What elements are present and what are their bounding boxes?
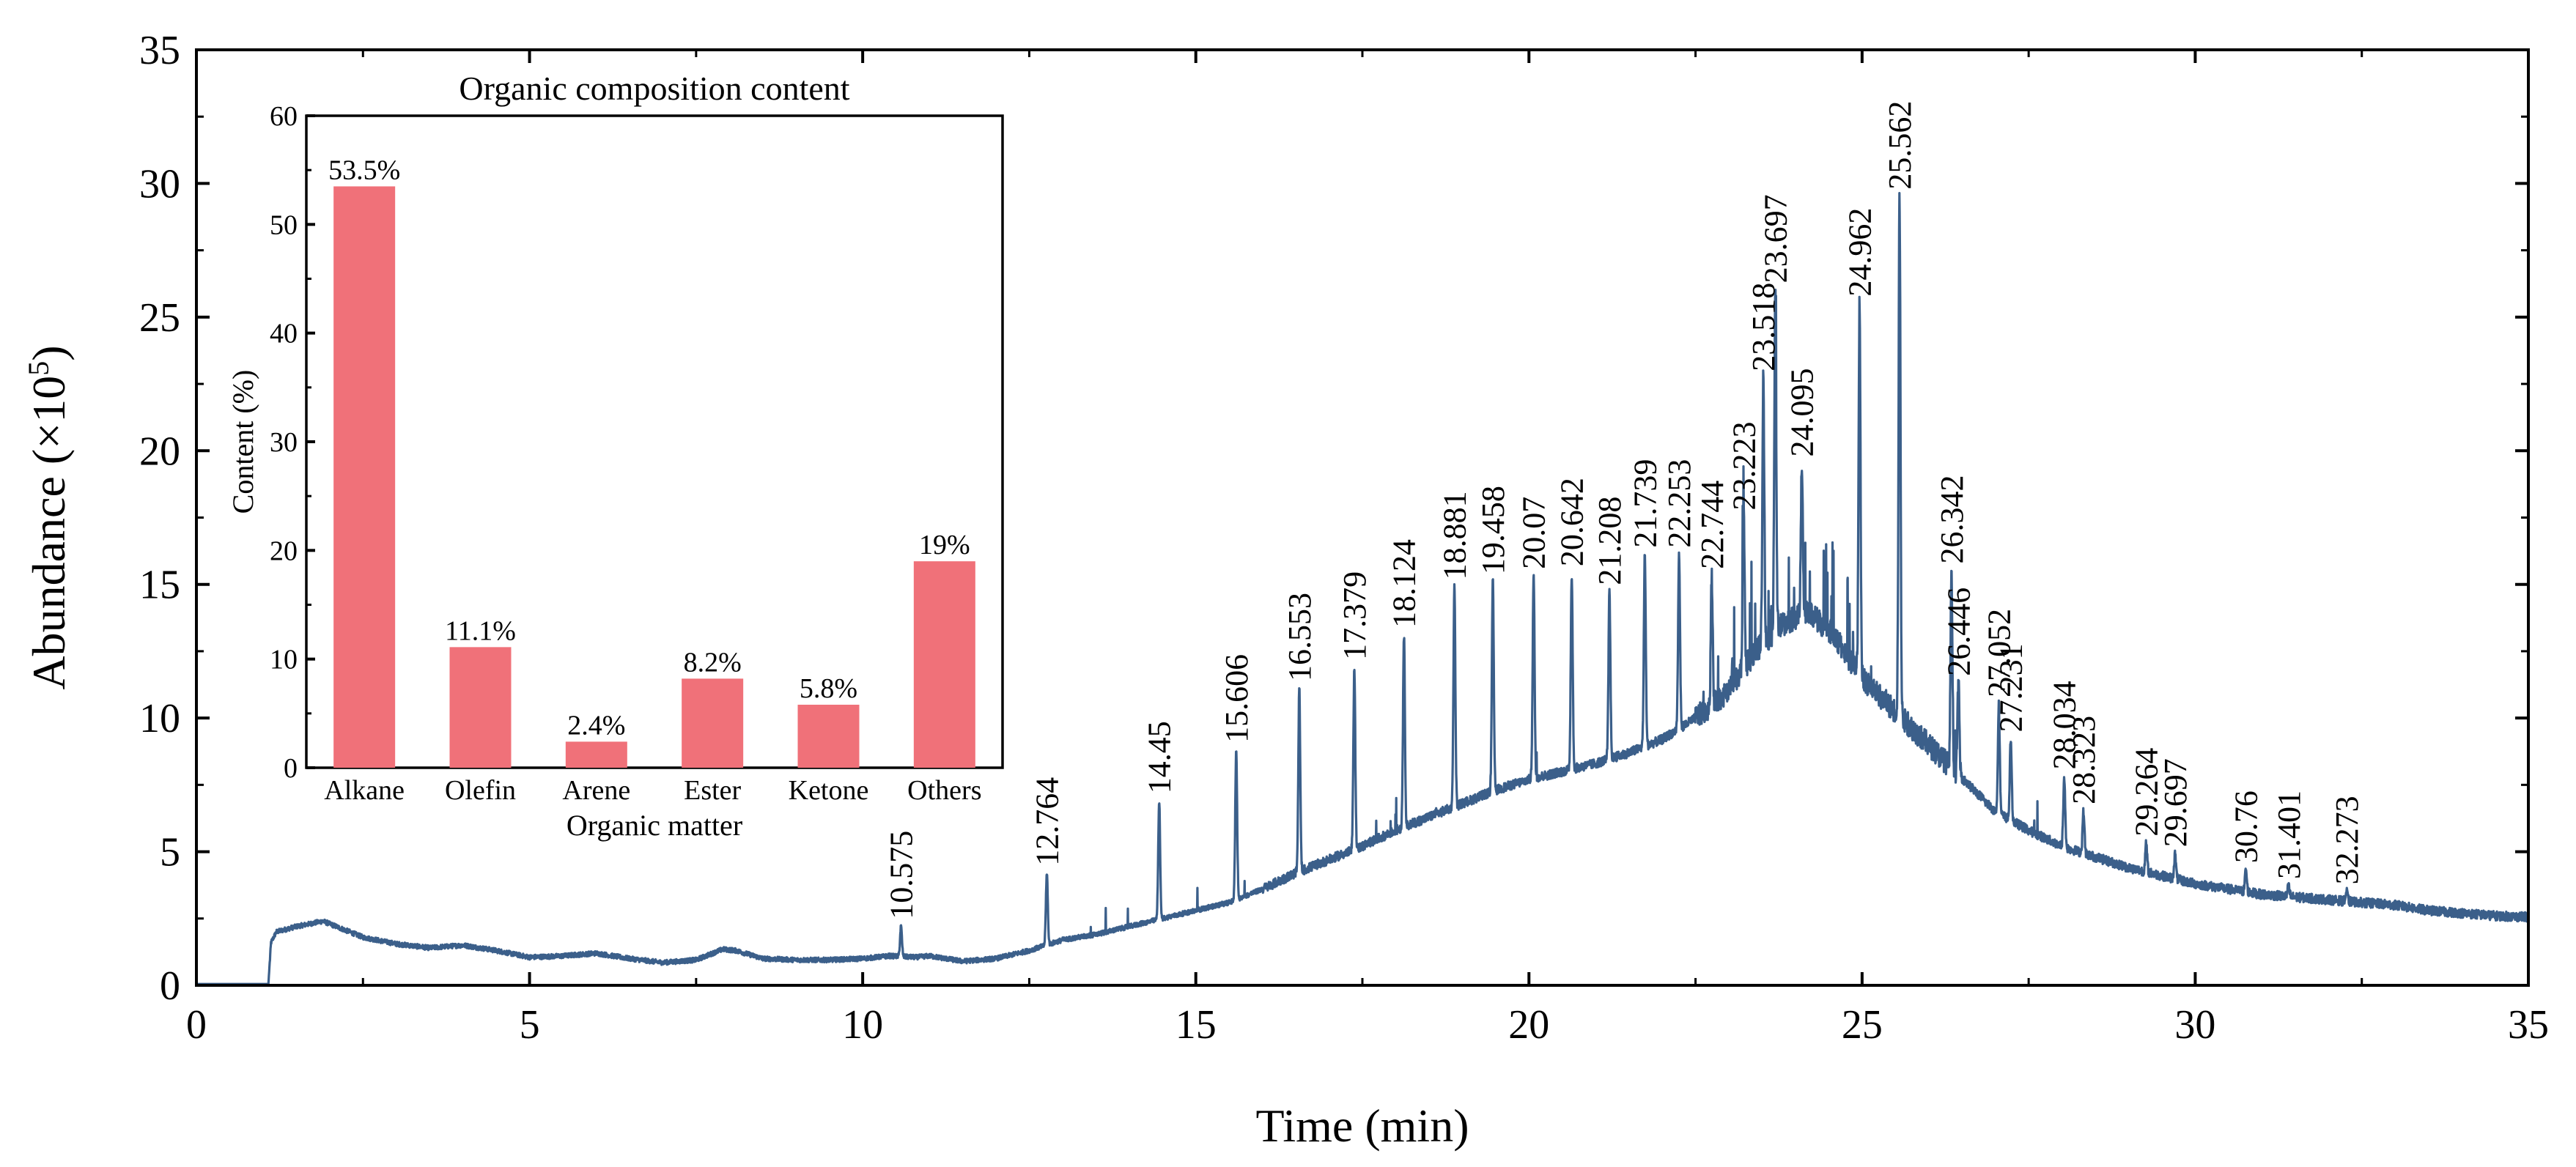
inset-category-label: Ester	[684, 775, 741, 806]
inset-category-label: Olefin	[445, 775, 516, 806]
inset-category-label: Ketone	[789, 775, 869, 806]
inset-category-label: Arene	[562, 775, 630, 806]
peak-label: 16.553	[1282, 593, 1318, 681]
main-y-axis-title-close: )	[23, 345, 75, 360]
y-tick-label: 10	[139, 696, 180, 741]
bar-olefin	[449, 647, 512, 768]
peak-label: 30.76	[2229, 790, 2265, 863]
main-y-axis-title: Abundance (×105)	[22, 345, 75, 689]
inset-y-tick-label: 40	[270, 319, 298, 349]
inset-y-tick-label: 10	[270, 645, 298, 675]
inset-category-label: Alkane	[324, 775, 405, 806]
peak-label: 17.379	[1337, 571, 1373, 660]
inset-bars: 53.5% Alkane 11.1% Olefin 2.4% Arene 8.2% Ester…	[324, 155, 981, 806]
bar-value-label: 11.1%	[445, 615, 516, 646]
x-tick-label: 15	[1176, 1002, 1217, 1048]
peak-label: 18.124	[1387, 539, 1422, 628]
inset-title: Organic composition content	[459, 70, 849, 107]
peak-label: 23.518	[1746, 283, 1782, 371]
inset-y-tick-label: 60	[270, 101, 298, 132]
peak-labels: 10.575 12.764 14.45 15.606 16.553 17.379 18.12…	[883, 101, 2365, 919]
inset-y-tick-label: 50	[270, 210, 298, 240]
y-tick-label: 0	[160, 963, 180, 1009]
peak-label: 21.208	[1592, 497, 1628, 585]
inset-bar-chart: 0 10 20 30 40 50 60 53.5% Alkane 11.1% Olefin 2.4%…	[226, 70, 1004, 842]
inset-category-label: Others	[907, 775, 981, 806]
peak-label: 24.962	[1842, 208, 1878, 297]
peak-label: 25.562	[1882, 101, 1918, 190]
y-tick-label: 15	[139, 563, 180, 608]
y-tick-label: 5	[160, 830, 180, 875]
peak-label: 26.446	[1941, 588, 1977, 676]
main-y-axis-title-superscript: 5	[22, 361, 55, 376]
peak-label: 20.07	[1516, 497, 1552, 569]
peak-label: 29.697	[2158, 758, 2193, 847]
y-tick-label: 30	[139, 161, 180, 207]
main-plot-frame	[195, 48, 2530, 987]
peak-label: 14.45	[1142, 721, 1178, 793]
peak-label: 10.575	[883, 831, 919, 919]
x-tick-label: 20	[1508, 1002, 1549, 1048]
y-tick-label: 20	[139, 429, 180, 474]
x-tick-label: 0	[186, 1002, 207, 1048]
inset-y-tick-label: 20	[270, 536, 298, 566]
x-tick-label: 25	[1842, 1002, 1883, 1048]
bar-value-label: 53.5%	[328, 155, 400, 185]
x-tick-label: 30	[2174, 1002, 2215, 1048]
peak-label: 12.764	[1029, 777, 1065, 866]
bar-value-label: 5.8%	[800, 673, 857, 704]
x-tick-label: 5	[520, 1002, 540, 1048]
bar-value-label: 19%	[919, 530, 970, 560]
inset-y-tick-label: 30	[270, 427, 298, 458]
peak-label: 28.034	[2047, 681, 2083, 769]
peak-label: 27.231	[1993, 643, 2029, 732]
peak-label: 19.458	[1475, 486, 1511, 574]
main-x-axis-title: Time (min)	[1256, 1100, 1469, 1152]
peak-label: 23.697	[1757, 194, 1793, 283]
peak-label: 22.253	[1661, 459, 1697, 548]
peak-label: 15.606	[1219, 654, 1255, 743]
abundance-trace	[195, 192, 2530, 985]
bar-value-label: 8.2%	[684, 647, 742, 678]
peak-label: 22.744	[1694, 481, 1730, 569]
peak-label: 32.273	[2329, 796, 2365, 884]
main-y-axis-title-text: Abundance (×10	[23, 376, 75, 690]
inset-x-axis-title: Organic matter	[567, 809, 742, 842]
inset-plot-frame	[305, 114, 1004, 769]
peak-label: 29.264	[2129, 748, 2165, 837]
bar-alkane	[333, 186, 396, 768]
peak-label: 18.881	[1437, 491, 1473, 579]
x-tick-label: 35	[2508, 1002, 2549, 1048]
peak-label: 23.223	[1726, 422, 1762, 511]
peak-label: 21.739	[1627, 459, 1663, 548]
y-tick-label: 35	[139, 28, 180, 73]
x-tick-label: 10	[842, 1002, 883, 1048]
inset-y-axis-title: Content (%)	[226, 370, 259, 514]
bar-ketone	[797, 704, 860, 768]
y-tick-label: 25	[139, 295, 180, 341]
peak-label: 31.401	[2271, 790, 2307, 879]
bar-value-label: 2.4%	[567, 710, 625, 741]
peak-label: 27.052	[1981, 609, 2017, 697]
bar-others	[913, 561, 975, 768]
bar-arene	[565, 741, 627, 768]
bar-ester	[682, 678, 744, 768]
peak-label: 20.642	[1554, 478, 1590, 566]
main-axis-tick-labels: 0 5 10 15 20 25 30 35 0 5 10 15 20 25 30 35	[139, 28, 2549, 1048]
peak-label: 26.342	[1934, 475, 1970, 563]
peak-label: 24.095	[1785, 368, 1820, 457]
inset-y-tick-label: 0	[284, 753, 298, 784]
peak-label: 28.323	[2066, 716, 2102, 804]
